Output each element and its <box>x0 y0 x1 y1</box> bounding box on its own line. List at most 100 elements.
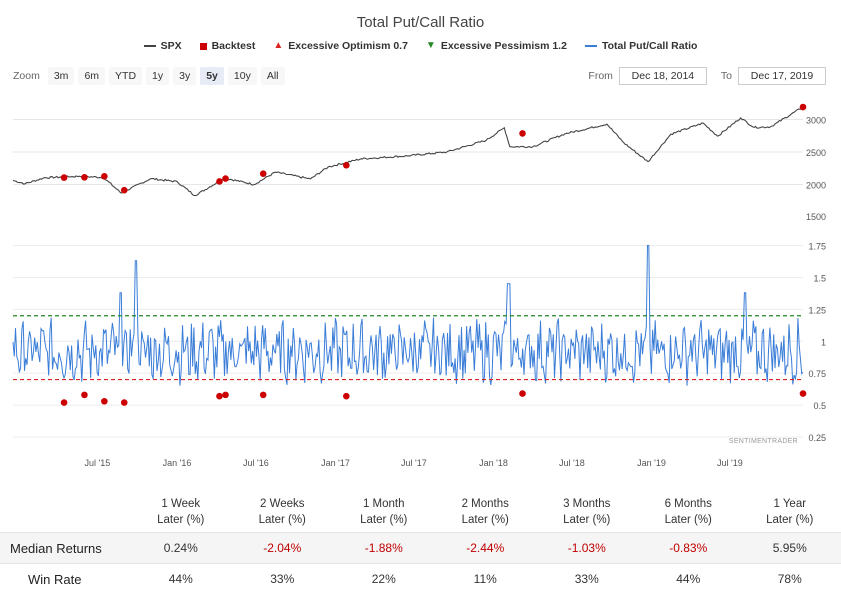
zoom-5y-button[interactable]: 5y <box>200 67 224 85</box>
table-cell: 5.95% <box>772 541 807 555</box>
table-cell: -2.44% <box>466 541 505 555</box>
to-date-input[interactable]: Dec 17, 2019 <box>738 67 826 85</box>
header-line: 3 Months <box>563 498 611 510</box>
table-cell: 0.24% <box>163 541 198 555</box>
putcall-backtest-point <box>519 390 526 397</box>
legend-item-optimism[interactable]: ▲ Excessive Optimism 0.7 <box>273 40 408 52</box>
putcall-tick-label: 1 <box>821 337 826 347</box>
column-header-3m: 3 Months Later (%) <box>536 490 638 532</box>
legend-label: Backtest <box>211 40 256 52</box>
header-line: Later (%) <box>664 514 712 526</box>
legend-triangle-up-icon: ▲ <box>273 40 284 51</box>
legend-line-icon <box>143 45 156 47</box>
putcall-backtest-point <box>799 390 807 397</box>
table-cell: -2.04% <box>263 541 302 555</box>
x-tick-label: Jul '18 <box>559 458 585 468</box>
spx-backtest-points <box>60 103 807 194</box>
x-tick-label: Jul '19 <box>717 458 743 468</box>
putcall-tick-label: 1.5 <box>813 273 826 283</box>
x-tick-label: Jan '17 <box>321 458 350 468</box>
spx-backtest-point <box>120 186 128 194</box>
zoom-bar: Zoom 3m 6m YTD 1y 3y 5y 10y All <box>13 67 285 85</box>
column-header-1w: 1 Week Later (%) <box>130 490 232 532</box>
header-line: Later (%) <box>461 514 509 526</box>
legend-item-pessimism[interactable]: ▼ Excessive Pessimism 1.2 <box>426 40 567 52</box>
putcall-series-line <box>12 245 804 386</box>
zoom-1y-button[interactable]: 1y <box>146 67 170 85</box>
header-line: Later (%) <box>157 514 205 526</box>
table-row-win-rate: Win Rate 44% 33% 22% 11% 33% 44% 78% <box>0 563 841 594</box>
header-line: Later (%) <box>766 514 814 526</box>
column-header-1y: 1 Year Later (%) <box>739 490 841 532</box>
header-line: 1 Year <box>773 498 807 510</box>
column-header-6m: 6 Months Later (%) <box>638 490 740 532</box>
table-cell: 11% <box>473 572 497 586</box>
zoom-ytd-button[interactable]: YTD <box>109 67 143 85</box>
zoom-3y-button[interactable]: 3y <box>173 67 197 85</box>
x-axis: Jul '15 Jan '16 Jul '16 Jan '17 Jul '17 Jan '… <box>85 458 743 468</box>
zoom-all-button[interactable]: All <box>260 67 285 85</box>
header-line: Later (%) <box>360 514 408 526</box>
spx-tick-label: 2000 <box>806 181 826 191</box>
zoom-10y-button[interactable]: 10y <box>227 67 257 85</box>
legend-line-icon <box>584 45 597 47</box>
from-date-input[interactable]: Dec 18, 2014 <box>618 67 707 85</box>
spx-series-line <box>12 106 804 197</box>
putcall-backtest-point <box>259 391 267 399</box>
spx-backtest-point <box>60 174 68 181</box>
table-cell: -1.03% <box>567 541 606 555</box>
x-tick-label: Jan '16 <box>163 458 192 468</box>
table-cell: 78% <box>777 572 802 586</box>
legend-square-icon <box>199 42 207 50</box>
legend-label: Excessive Pessimism 1.2 <box>440 40 567 52</box>
spx-backtest-point <box>519 130 526 137</box>
spx-backtest-point <box>343 161 350 169</box>
header-line: 2 Weeks <box>259 498 305 510</box>
putcall-y-axis: 0.25 0.5 0.75 1 1.25 1.5 1.75 <box>808 242 826 443</box>
putcall-tick-label: 0.5 <box>813 401 826 411</box>
chart-canvas[interactable]: 2000 2500 3000 1500 0.25 0.5 0.75 1 1.25 1.5 1.75… <box>0 90 841 475</box>
spx-backtest-point <box>101 173 108 180</box>
table-cell: 33% <box>270 572 295 586</box>
header-line: 6 Months <box>664 498 712 510</box>
spx-tick-label: 3000 <box>806 116 826 126</box>
zoom-label: Zoom <box>13 70 40 82</box>
putcall-tick-label: 1.75 <box>808 242 826 252</box>
putcall-backtest-point <box>343 392 350 400</box>
legend-item-putcall[interactable]: Total Put/Call Ratio <box>584 40 698 52</box>
spx-backtest-point <box>799 103 807 111</box>
spx-tick-label: 1500 <box>806 212 826 222</box>
x-tick-label: Jul '17 <box>401 458 427 468</box>
zoom-3m-button[interactable]: 3m <box>47 67 75 85</box>
header-line: 2 Months <box>461 498 509 510</box>
spx-tick-label: 2500 <box>806 148 826 158</box>
results-table: 1 Week Later (%) 2 Weeks Later (%) 1 Month… <box>0 490 841 594</box>
table-cell: -1.88% <box>364 541 403 555</box>
legend-triangle-down-icon: ▼ <box>425 40 436 51</box>
putcall-tick-label: 0.75 <box>808 369 826 379</box>
chart-legend: SPX Backtest ▲ Excessive Optimism 0.7 ▼ … <box>0 40 841 52</box>
putcall-backtest-point <box>60 399 68 406</box>
spx-y-axis: 2000 2500 3000 1500 <box>806 116 826 223</box>
x-tick-label: Jul '15 <box>85 458 111 468</box>
x-tick-label: Jan '18 <box>479 458 508 468</box>
from-label: From <box>588 70 613 82</box>
spx-backtest-point <box>216 178 223 185</box>
table-cell: 22% <box>371 572 396 586</box>
header-line: 1 Month <box>362 498 405 510</box>
zoom-6m-button[interactable]: 6m <box>78 67 106 85</box>
chart-title: Total Put/Call Ratio <box>356 14 485 31</box>
putcall-tick-label: 1.25 <box>808 305 826 315</box>
putcall-backtest-point <box>101 397 108 405</box>
putcall-gridlines <box>13 245 803 438</box>
legend-item-spx[interactable]: SPX <box>143 40 182 52</box>
table-cell: 44% <box>676 572 701 586</box>
column-header-2w: 2 Weeks Later (%) <box>232 490 334 532</box>
putcall-backtest-point <box>222 391 229 399</box>
row-label: Win Rate <box>28 571 82 587</box>
table-cell: 33% <box>574 572 599 586</box>
legend-item-backtest[interactable]: Backtest <box>199 40 256 52</box>
legend-label: Total Put/Call Ratio <box>601 40 698 52</box>
putcall-backtest-point <box>216 392 223 400</box>
spx-gridlines <box>13 119 803 185</box>
